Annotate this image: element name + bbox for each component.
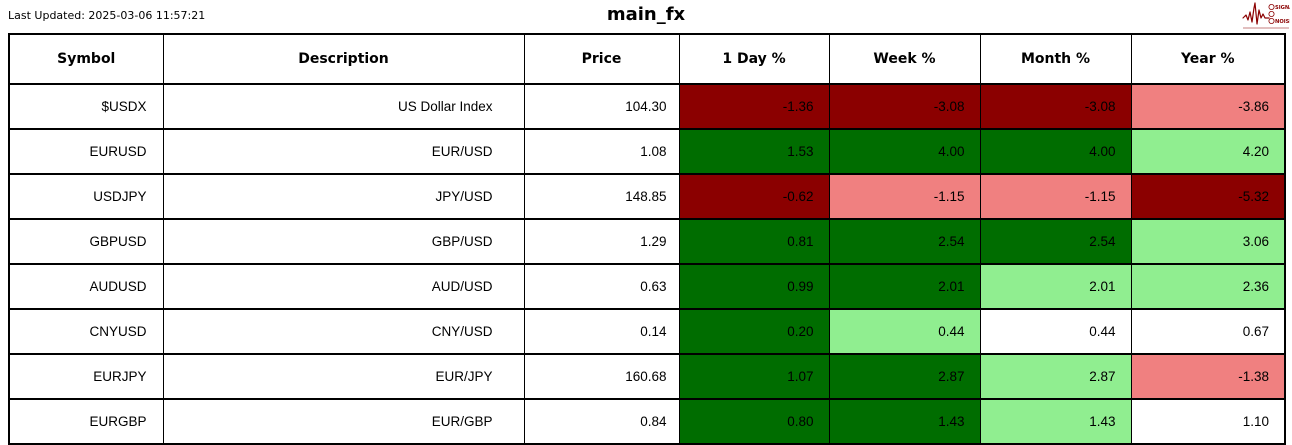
description-cell: EUR/USD (162, 128, 525, 175)
price-cell: 0.14 (523, 308, 680, 355)
table-header-row: Symbol Description Price 1 Day % Week % Month… (8, 33, 1286, 85)
symbol-cell: AUDUSD (8, 263, 164, 310)
change-cell-month: 2.01 (979, 263, 1132, 310)
symbol-cell: EURUSD (8, 128, 164, 175)
change-cell-year: 1.10 (1130, 398, 1286, 445)
column-header-year: Year % (1130, 33, 1286, 85)
price-cell: 104.30 (523, 83, 680, 130)
column-header-week: Week % (828, 33, 981, 85)
change-cell-year: -1.38 (1130, 353, 1286, 400)
table-row-gbpusd: GBPUSD GBP/USD 1.29 0.81 2.54 2.54 3.06 (8, 218, 1286, 265)
change-cell-day: 0.20 (678, 308, 830, 355)
description-cell: US Dollar Index (162, 83, 525, 130)
table-row-eurjpy: EURJPY EUR/JPY 160.68 1.07 2.87 2.87 -1.38 (8, 353, 1286, 400)
column-header-day: 1 Day % (678, 33, 830, 85)
topbar: Last Updated: 2025-03-06 11:57:21 main_f… (0, 0, 1292, 33)
description-cell: JPY/USD (162, 173, 525, 220)
symbol-cell: GBPUSD (8, 218, 164, 265)
logo-text-signal: SIGNAL (1275, 5, 1290, 11)
column-header-month: Month % (979, 33, 1132, 85)
symbol-cell: $USDX (8, 83, 164, 130)
column-header-price: Price (523, 33, 680, 85)
description-cell: AUD/USD (162, 263, 525, 310)
description-cell: EUR/GBP (162, 398, 525, 445)
price-cell: 160.68 (523, 353, 680, 400)
change-cell-year: 0.67 (1130, 308, 1286, 355)
table-row-usdjpy: USDJPY JPY/USD 148.85 -0.62 -1.15 -1.15 -5.32 (8, 173, 1286, 220)
table-row-eurusd: EURUSD EUR/USD 1.08 1.53 4.00 4.00 4.20 (8, 128, 1286, 175)
fx-table: Symbol Description Price 1 Day % Week % Month… (8, 33, 1286, 445)
change-cell-week: -3.08 (828, 83, 981, 130)
change-cell-week: 1.43 (828, 398, 981, 445)
logo-text-noise: NOISE (1275, 19, 1290, 25)
price-cell: 1.29 (523, 218, 680, 265)
fx-table-body: $USDX US Dollar Index 104.30 -1.36 -3.08 -3.0… (8, 83, 1286, 445)
change-cell-year: -5.32 (1130, 173, 1286, 220)
change-cell-day: 1.07 (678, 353, 830, 400)
price-cell: 0.63 (523, 263, 680, 310)
change-cell-day: -0.62 (678, 173, 830, 220)
change-cell-year: -3.86 (1130, 83, 1286, 130)
change-cell-month: 1.43 (979, 398, 1132, 445)
column-header-symbol: Symbol (8, 33, 164, 85)
change-cell-week: 2.87 (828, 353, 981, 400)
table-row-usdx: $USDX US Dollar Index 104.30 -1.36 -3.08 -3.0… (8, 83, 1286, 130)
change-cell-month: -1.15 (979, 173, 1132, 220)
symbol-cell: EURJPY (8, 353, 164, 400)
last-updated-timestamp: Last Updated: 2025-03-06 11:57:21 (8, 9, 206, 22)
change-cell-week: 0.44 (828, 308, 981, 355)
change-cell-day: 0.81 (678, 218, 830, 265)
table-row-eurgbp: EURGBP EUR/GBP 0.84 0.80 1.43 1.43 1.10 (8, 398, 1286, 445)
change-cell-month: 2.87 (979, 353, 1132, 400)
change-cell-year: 2.36 (1130, 263, 1286, 310)
change-cell-month: 0.44 (979, 308, 1132, 355)
symbol-cell: CNYUSD (8, 308, 164, 355)
change-cell-week: 2.01 (828, 263, 981, 310)
change-cell-day: 1.53 (678, 128, 830, 175)
change-cell-day: -1.36 (678, 83, 830, 130)
signal-noise-logo: SIGNAL NOISE (1242, 1, 1292, 31)
change-cell-day: 0.80 (678, 398, 830, 445)
table-row-audusd: AUDUSD AUD/USD 0.63 0.99 2.01 2.01 2.36 (8, 263, 1286, 310)
description-cell: GBP/USD (162, 218, 525, 265)
change-cell-month: 4.00 (979, 128, 1132, 175)
change-cell-month: 2.54 (979, 218, 1132, 265)
price-cell: 148.85 (523, 173, 680, 220)
waveform-icon: SIGNAL NOISE (1242, 2, 1292, 29)
description-cell: EUR/JPY (162, 353, 525, 400)
symbol-cell: EURGBP (8, 398, 164, 445)
price-cell: 1.08 (523, 128, 680, 175)
change-cell-week: -1.15 (828, 173, 981, 220)
column-header-description: Description (162, 33, 525, 85)
change-cell-week: 2.54 (828, 218, 981, 265)
table-row-cnyusd: CNYUSD CNY/USD 0.14 0.20 0.44 0.44 0.67 (8, 308, 1286, 355)
description-cell: CNY/USD (162, 308, 525, 355)
change-cell-month: -3.08 (979, 83, 1132, 130)
change-cell-day: 0.99 (678, 263, 830, 310)
change-cell-year: 4.20 (1130, 128, 1286, 175)
change-cell-year: 3.06 (1130, 218, 1286, 265)
symbol-cell: USDJPY (8, 173, 164, 220)
change-cell-week: 4.00 (828, 128, 981, 175)
price-cell: 0.84 (523, 398, 680, 445)
page-title: main_fx (606, 4, 686, 25)
